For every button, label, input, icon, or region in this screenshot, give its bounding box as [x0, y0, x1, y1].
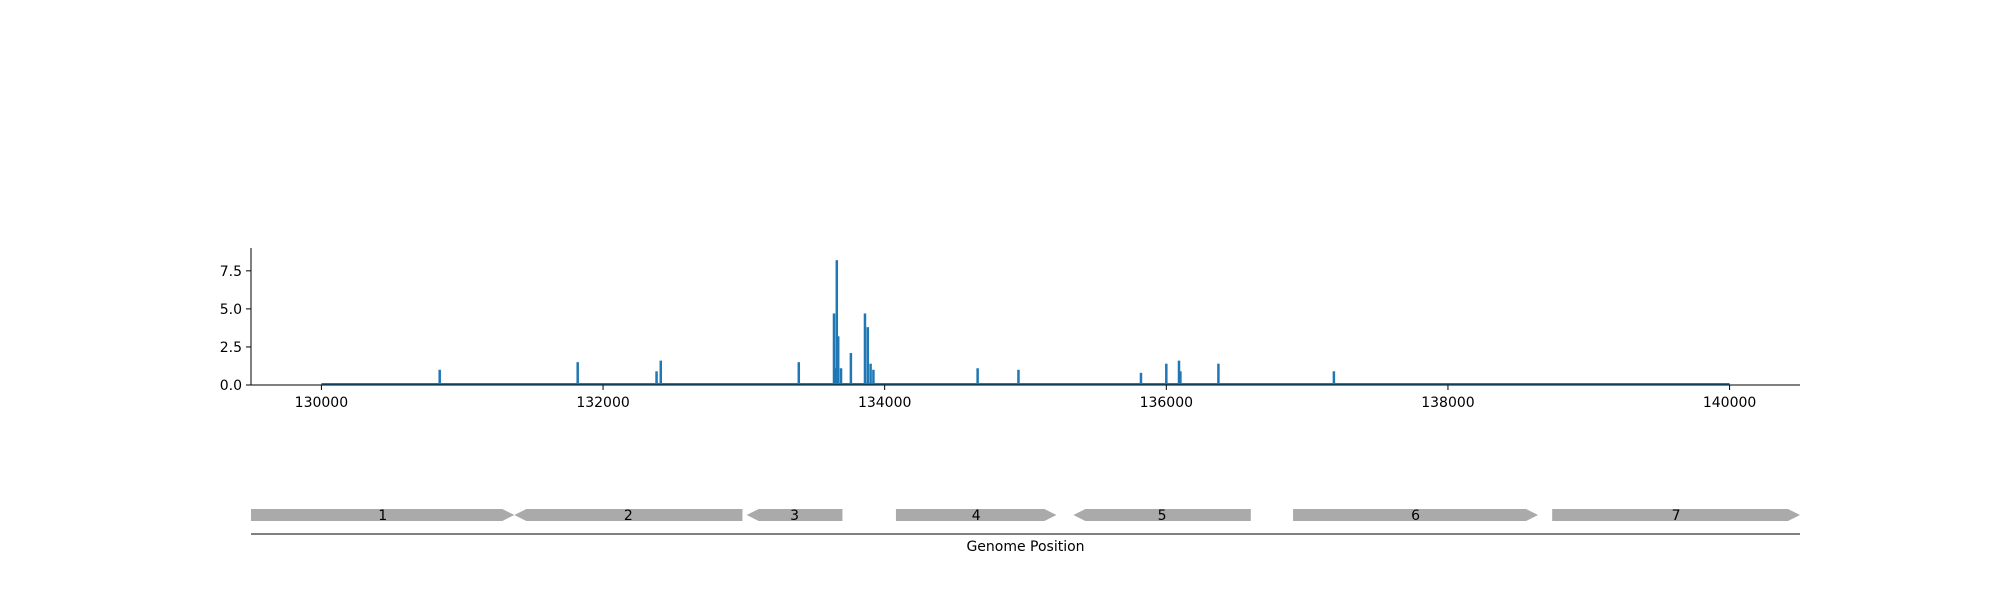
- gene-label: 3: [790, 508, 799, 524]
- x-axis-title: Genome Position: [966, 539, 1084, 555]
- x-tick-label: 136000: [1140, 395, 1193, 411]
- gene-label: 5: [1158, 508, 1167, 524]
- coverage-bar: [834, 368, 837, 385]
- coverage-bar: [438, 369, 441, 385]
- gene-label: 1: [378, 508, 387, 524]
- gene-label: 4: [972, 508, 981, 524]
- coverage-bar: [1165, 363, 1168, 385]
- coverage-bar: [1177, 360, 1181, 385]
- y-tick-label: 5.0: [220, 302, 242, 318]
- gene-arrow: [1073, 509, 1251, 521]
- coverage-bar: [872, 369, 875, 385]
- coverage-bar: [576, 362, 579, 385]
- coverage-bar: [839, 368, 843, 385]
- gene-label: 2: [624, 508, 633, 524]
- x-tick-label: 130000: [295, 395, 348, 411]
- y-tick-label: 2.5: [220, 340, 242, 356]
- coverage-bar: [797, 362, 801, 385]
- coverage-plot: 0.0 2.5 5.0 7.5 130000 132000 134000 136000 1380…: [220, 248, 1800, 411]
- gene-label: 6: [1411, 508, 1420, 524]
- coverage-bar: [655, 371, 658, 385]
- gene-arrow: [1552, 509, 1800, 521]
- coverage-bar: [863, 313, 867, 385]
- coverage-bar: [866, 327, 870, 385]
- x-tick-label: 140000: [1703, 395, 1756, 411]
- x-tick-label: 132000: [576, 395, 629, 411]
- gene-arrow: [746, 509, 843, 521]
- coverage-bar: [832, 313, 836, 385]
- gene-track: 1 2 3 4 5 6 7 Genome Position: [251, 508, 1800, 555]
- y-tick-label: 7.5: [220, 264, 242, 280]
- coverage-bar: [659, 360, 663, 385]
- coverage-bar: [836, 336, 840, 385]
- coverage-bar: [976, 368, 979, 385]
- x-tick-label: 134000: [858, 395, 911, 411]
- gene-arrow: [895, 509, 1057, 521]
- coverage-bar: [835, 260, 839, 385]
- gene-arrow: [514, 509, 743, 521]
- coverage-bar: [1017, 369, 1020, 385]
- coverage-bar: [1332, 371, 1336, 385]
- coverage-bar: [1217, 363, 1220, 385]
- y-tick-label: 0.0: [220, 378, 242, 394]
- coverage-bar: [1139, 372, 1143, 385]
- gene-arrow: [251, 509, 515, 521]
- gene-arrow: [1293, 509, 1539, 521]
- gene-label: 7: [1672, 508, 1681, 524]
- x-tick-label: 138000: [1421, 395, 1474, 411]
- coverage-bar: [869, 363, 872, 385]
- coverage-bar: [849, 353, 853, 385]
- coverage-bar: [1179, 371, 1182, 385]
